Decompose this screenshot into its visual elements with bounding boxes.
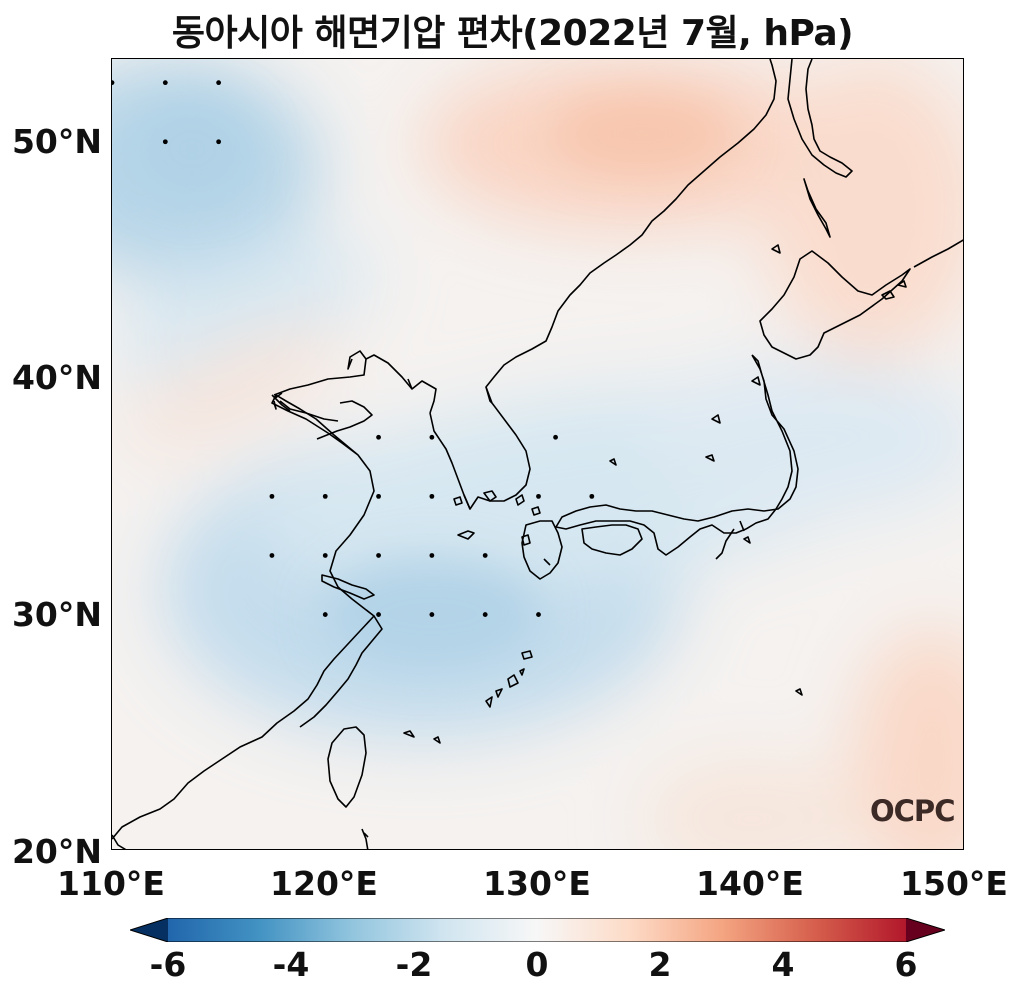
coastlines	[112, 59, 963, 849]
significance-dot	[589, 493, 595, 499]
significance-dot	[376, 553, 381, 558]
lon-label-150: 150°E	[900, 864, 1008, 903]
colorbar-extend-high	[906, 918, 945, 942]
significance-dot	[536, 493, 541, 499]
significance-dot	[429, 493, 435, 499]
colorbar	[130, 918, 945, 942]
colorbar-tick-label: -2	[395, 945, 433, 984]
significance-dot	[482, 612, 488, 617]
lon-label-120: 120°E	[270, 864, 378, 903]
significance-dot	[322, 493, 328, 499]
lon-label-130: 130°E	[483, 864, 591, 903]
anomaly-field	[112, 59, 963, 849]
colorbar-tick-label: -6	[149, 945, 187, 984]
map-title: 동아시아 해면기압 편차(2022년 7월, hPa)	[171, 13, 854, 54]
lat-label-20: 20°N	[11, 832, 102, 871]
significance-dot	[553, 434, 558, 440]
map-canvas	[112, 59, 963, 849]
significance-dot	[162, 139, 168, 145]
significance-dot	[322, 553, 328, 558]
colorbar-tick-label: 2	[648, 945, 672, 984]
lat-label-30: 30°N	[11, 595, 102, 634]
lon-label-140: 140°E	[696, 864, 804, 903]
significance-dot	[376, 612, 381, 617]
significance-dot	[376, 434, 381, 440]
significance-dot	[429, 434, 435, 440]
significance-dot	[269, 493, 275, 499]
significance-dots	[112, 80, 595, 617]
significance-dot	[269, 553, 275, 558]
colorbar-extend-low	[130, 918, 168, 942]
anomaly-map	[111, 58, 964, 850]
ocpc-logo: OCPC	[870, 794, 955, 828]
significance-dot	[429, 553, 435, 558]
significance-dot	[216, 139, 222, 145]
lat-label-40: 40°N	[11, 358, 102, 397]
colorbar-gradient	[168, 918, 906, 942]
significance-dot	[429, 612, 435, 617]
lon-label-110: 110°E	[57, 864, 165, 903]
colorbar-tick-label: 4	[771, 945, 795, 984]
significance-dot	[482, 553, 488, 558]
colorbar-tick-label: 6	[894, 945, 918, 984]
colorbar-tick-label: -4	[272, 945, 310, 984]
significance-dot	[216, 80, 222, 86]
significance-dot	[536, 612, 541, 617]
significance-dot	[322, 612, 328, 617]
significance-dot	[162, 80, 168, 86]
significance-dot	[112, 80, 115, 86]
colorbar-tick-label: 0	[525, 945, 549, 984]
lat-label-50: 50°N	[11, 122, 102, 161]
significance-dot	[376, 493, 381, 499]
